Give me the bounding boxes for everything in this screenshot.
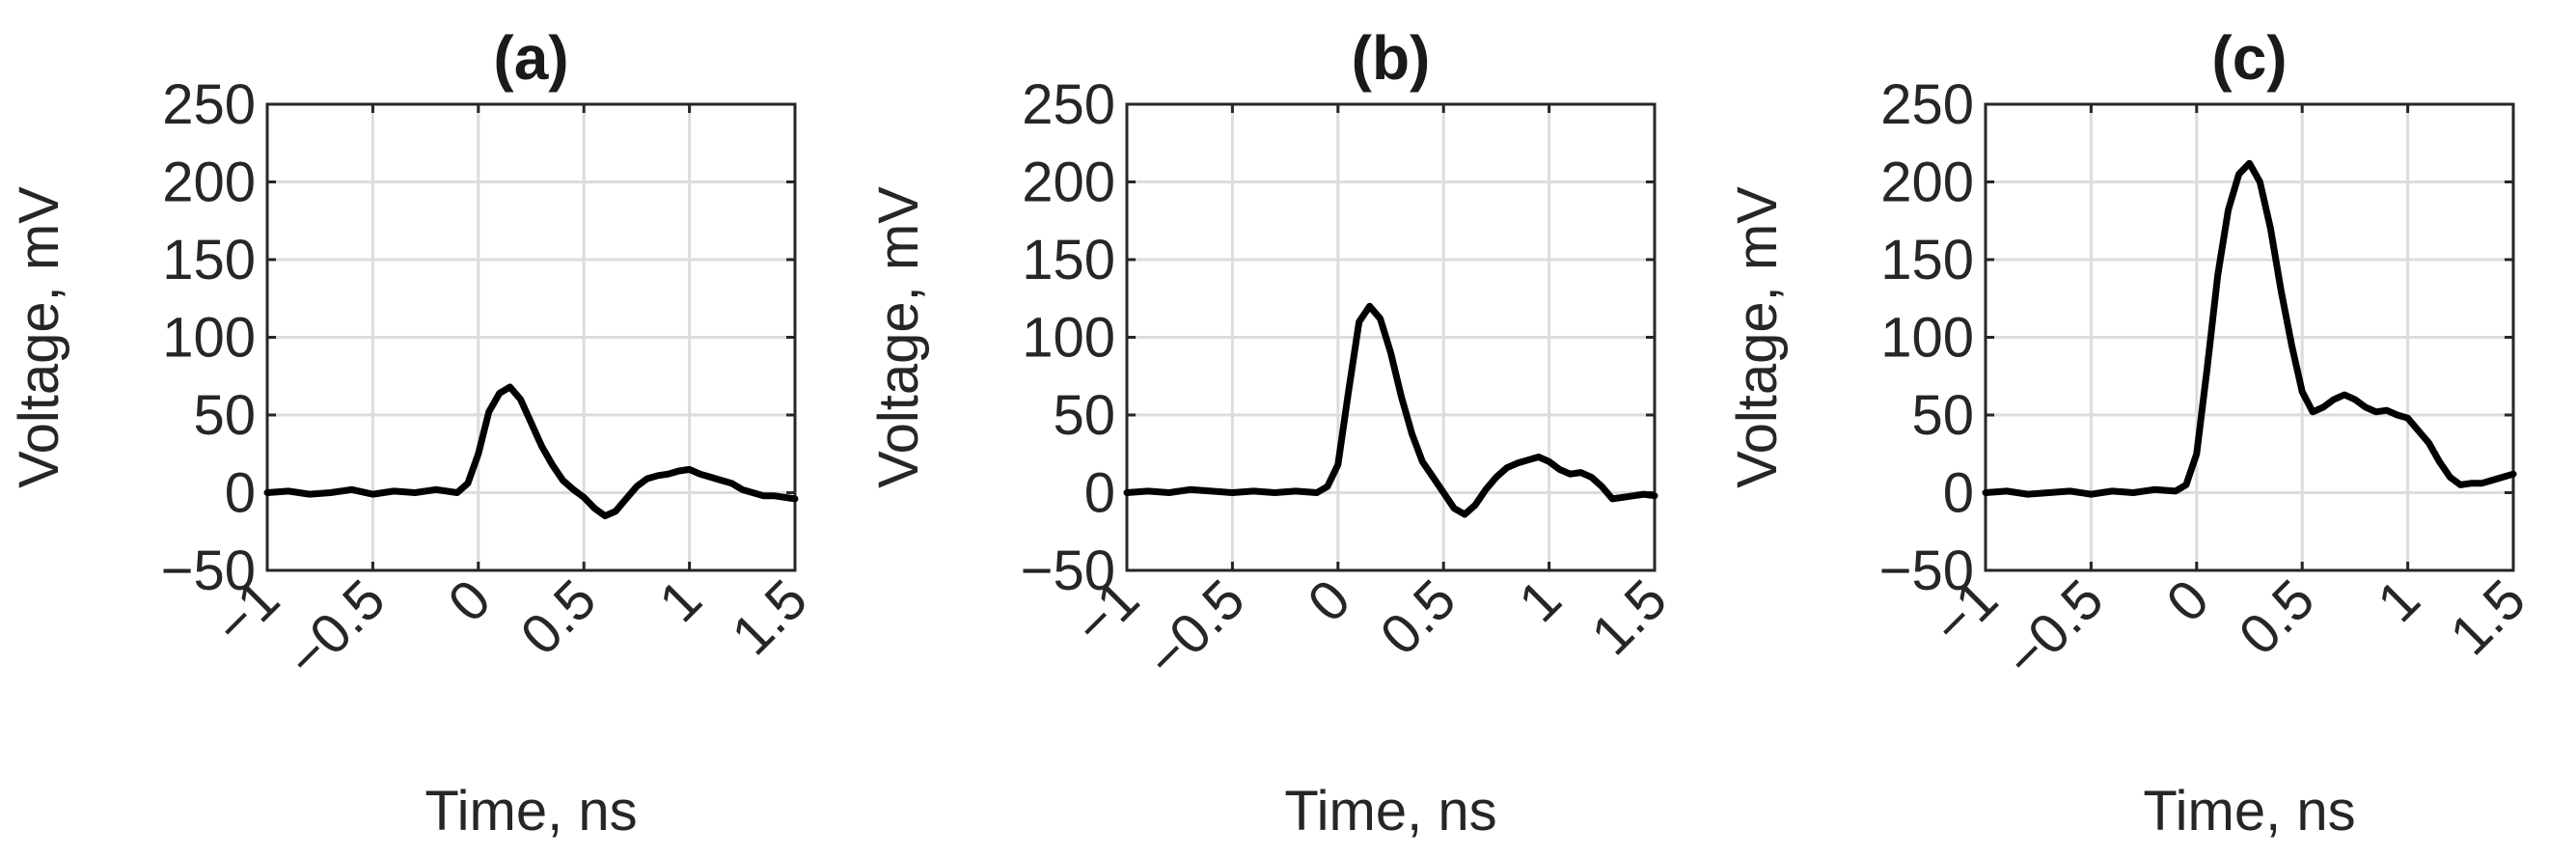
y-tick-label: 150: [162, 229, 256, 291]
y-tick-label: −50: [1021, 539, 1115, 602]
series-line: [263, 383, 799, 520]
y-tick-label: 0: [1084, 462, 1115, 525]
x-tick-label: 1: [1507, 567, 1574, 634]
y-tick-label: 150: [1022, 229, 1115, 291]
y-tick-label: 0: [1943, 462, 1974, 525]
y-tick-label: 50: [193, 384, 256, 447]
x-tick-label: −0.5: [275, 567, 397, 690]
y-tick-label: 0: [225, 462, 256, 525]
series-line: [1123, 302, 1658, 518]
y-tick-label: 250: [1022, 73, 1115, 136]
y-tick-label: 100: [162, 307, 256, 370]
x-tick-label: 0: [2154, 567, 2221, 634]
y-tick-label: 150: [1880, 229, 1974, 291]
y-axis-label: Voltage, mV: [1726, 186, 1789, 488]
x-tick-label: −0.5: [1135, 567, 1257, 690]
y-tick-label: −50: [161, 539, 256, 602]
y-axis-label: Voltage, mV: [867, 186, 930, 488]
chart-title: (b): [1352, 23, 1431, 93]
x-tick-label: 1: [2366, 567, 2432, 634]
x-tick-label: 1.5: [720, 567, 819, 667]
x-tick-label: 0.5: [1368, 567, 1467, 667]
y-tick-label: 250: [162, 73, 256, 136]
y-tick-label: 250: [1880, 73, 1974, 136]
y-tick-label: 100: [1022, 307, 1115, 370]
y-tick-label: 50: [1053, 384, 1115, 447]
x-tick-label: 0: [1296, 567, 1362, 634]
y-axis-label: Voltage, mV: [8, 186, 70, 488]
y-tick-label: 100: [1880, 307, 1974, 370]
x-axis-label: Time, ns: [425, 780, 637, 843]
chart-title: (a): [493, 23, 568, 93]
x-tick-label: 1: [647, 567, 714, 634]
y-tick-label: 200: [1022, 152, 1115, 214]
y-tick-label: 50: [1911, 384, 1974, 447]
x-tick-label: 0.5: [2227, 567, 2326, 667]
chart-title: (c): [2211, 23, 2287, 93]
x-tick-label: 0.5: [508, 567, 608, 667]
x-tick-label: 1.5: [1579, 567, 1679, 667]
y-tick-label: 200: [162, 152, 256, 214]
y-tick-label: 200: [1880, 152, 1974, 214]
x-axis-label: Time, ns: [1284, 780, 1496, 843]
x-tick-label: 0: [436, 567, 503, 634]
x-axis-label: Time, ns: [2143, 780, 2355, 843]
series-line: [1982, 159, 2517, 498]
x-tick-label: 1.5: [2438, 567, 2537, 667]
y-tick-label: −50: [1879, 539, 1974, 602]
x-tick-label: −0.5: [1993, 567, 2116, 690]
